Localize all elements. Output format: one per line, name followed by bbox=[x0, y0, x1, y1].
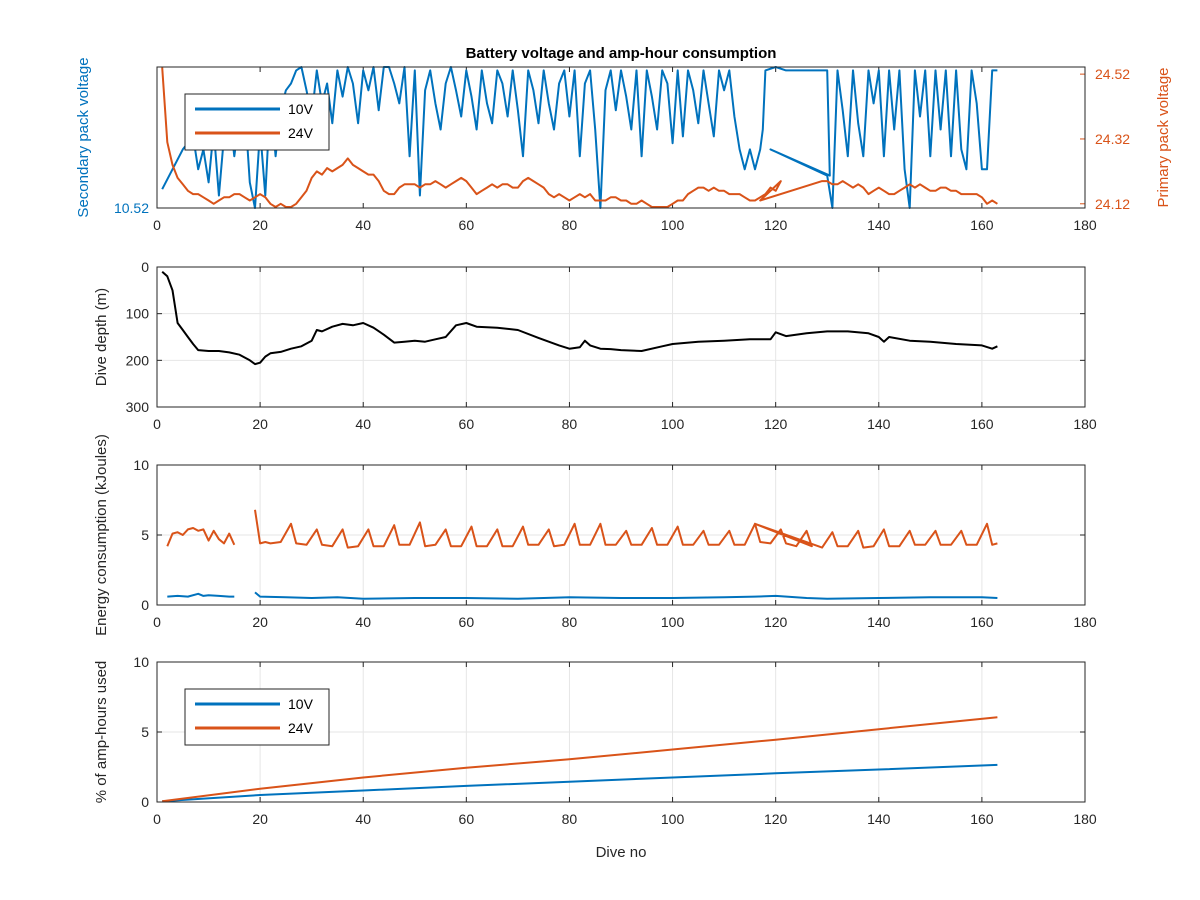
y-tick-label: 300 bbox=[126, 399, 150, 415]
x-tick-label: 40 bbox=[355, 614, 371, 630]
x-tick-label: 180 bbox=[1073, 614, 1097, 630]
y-tick-label: 10 bbox=[133, 654, 149, 670]
x-tick-label: 40 bbox=[355, 416, 371, 432]
y-axis-label: Dive depth (m) bbox=[93, 288, 110, 386]
axes-box bbox=[156, 464, 1086, 606]
series-line-24V bbox=[161, 67, 998, 208]
right-y-axis-label: Primary pack voltage bbox=[1155, 67, 1172, 207]
x-tick-label: 40 bbox=[355, 217, 371, 233]
series-line-10V bbox=[167, 591, 998, 600]
x-tick-label: 160 bbox=[970, 614, 994, 630]
x-tick-label: 160 bbox=[970, 811, 994, 827]
x-tick-label: 180 bbox=[1073, 811, 1097, 827]
x-tick-label: 160 bbox=[970, 416, 994, 432]
legend-label-10V: 10V bbox=[288, 696, 314, 712]
axes-box bbox=[156, 66, 1086, 209]
x-tick-label: 140 bbox=[867, 811, 891, 827]
legend-label-24V: 24V bbox=[288, 125, 314, 141]
x-tick-label: 80 bbox=[562, 416, 578, 432]
legend-box bbox=[184, 688, 330, 746]
x-tick-label: 80 bbox=[562, 811, 578, 827]
series-line-24V bbox=[166, 509, 998, 549]
series-line-10V bbox=[162, 763, 998, 803]
x-tick-label: 120 bbox=[764, 614, 788, 630]
x-tick-label: 140 bbox=[867, 614, 891, 630]
panel-amp-hours: 0 20 40 60 80 100 120 140 160 180 0 5 10 % of amp-hou… bbox=[93, 654, 1097, 827]
x-tick-label: 20 bbox=[252, 811, 268, 827]
right-y-tick-label: 24.52 bbox=[1095, 66, 1130, 82]
x-tick-label: 100 bbox=[661, 416, 685, 432]
series-line-24V bbox=[162, 716, 998, 803]
x-tick-label: 100 bbox=[661, 614, 685, 630]
y-tick-label: 5 bbox=[141, 527, 149, 543]
y-tick-label: 0 bbox=[141, 259, 149, 275]
x-tick-label: 40 bbox=[355, 811, 371, 827]
x-tick-label: 0 bbox=[153, 217, 161, 233]
x-tick-label: 140 bbox=[867, 217, 891, 233]
plot-area bbox=[157, 267, 1085, 407]
y-tick-label: 0 bbox=[141, 794, 149, 810]
right-y-tick-label: 24.12 bbox=[1095, 196, 1130, 212]
x-tick-label: 180 bbox=[1073, 217, 1097, 233]
x-tick-label: 140 bbox=[867, 416, 891, 432]
x-tick-label: 160 bbox=[970, 217, 994, 233]
x-tick-label: 120 bbox=[764, 217, 788, 233]
x-tick-label: 120 bbox=[764, 811, 788, 827]
x-tick-label: 120 bbox=[764, 416, 788, 432]
series-line-depth bbox=[161, 270, 998, 366]
left-y-axis-label: Secondary pack voltage bbox=[75, 57, 92, 217]
x-tick-label: 180 bbox=[1073, 416, 1097, 432]
axes-box bbox=[156, 661, 1086, 803]
x-tick-label: 20 bbox=[252, 614, 268, 630]
legend-label-24V: 24V bbox=[288, 720, 314, 736]
x-tick-label: 0 bbox=[153, 614, 161, 630]
x-tick-label: 0 bbox=[153, 811, 161, 827]
y-axis-label: Energy consumption (kJoules) bbox=[93, 434, 110, 636]
x-tick-label: 100 bbox=[661, 811, 685, 827]
x-tick-label: 60 bbox=[459, 416, 475, 432]
x-tick-label: 20 bbox=[252, 416, 268, 432]
left-y-tick-label: 10.52 bbox=[114, 200, 149, 216]
x-tick-label: 80 bbox=[562, 614, 578, 630]
x-tick-label: 0 bbox=[153, 416, 161, 432]
x-tick-label: 60 bbox=[459, 614, 475, 630]
x-tick-label: 60 bbox=[459, 217, 475, 233]
panel-depth: 0 20 40 60 80 100 120 140 160 180 0 100 200 300 Dive d… bbox=[93, 259, 1097, 432]
figure-title: Battery voltage and amp-hour consumption bbox=[466, 45, 777, 62]
panel-energy: 0 20 40 60 80 100 120 140 160 180 0 5 10 Energy consu… bbox=[93, 434, 1097, 636]
x-tick-label: 100 bbox=[661, 217, 685, 233]
y-tick-label: 100 bbox=[126, 306, 150, 322]
y-tick-label: 10 bbox=[133, 457, 149, 473]
legend-label-10V: 10V bbox=[288, 101, 314, 117]
x-tick-label: 80 bbox=[562, 217, 578, 233]
panel-voltage: 0 20 40 60 80 100 120 140 160 180 10.52 24.12 24.32 2… bbox=[75, 57, 1172, 233]
y-axis-label: % of amp-hours used bbox=[93, 661, 110, 804]
x-tick-label: 60 bbox=[459, 811, 475, 827]
x-axis-label: Dive no bbox=[596, 844, 647, 861]
y-tick-label: 200 bbox=[126, 352, 150, 368]
legend-box bbox=[184, 93, 330, 151]
y-tick-label: 0 bbox=[141, 597, 149, 613]
axes-box bbox=[156, 266, 1086, 408]
y-tick-label: 5 bbox=[141, 724, 149, 740]
x-tick-label: 20 bbox=[252, 217, 268, 233]
right-y-tick-label: 24.32 bbox=[1095, 131, 1130, 147]
